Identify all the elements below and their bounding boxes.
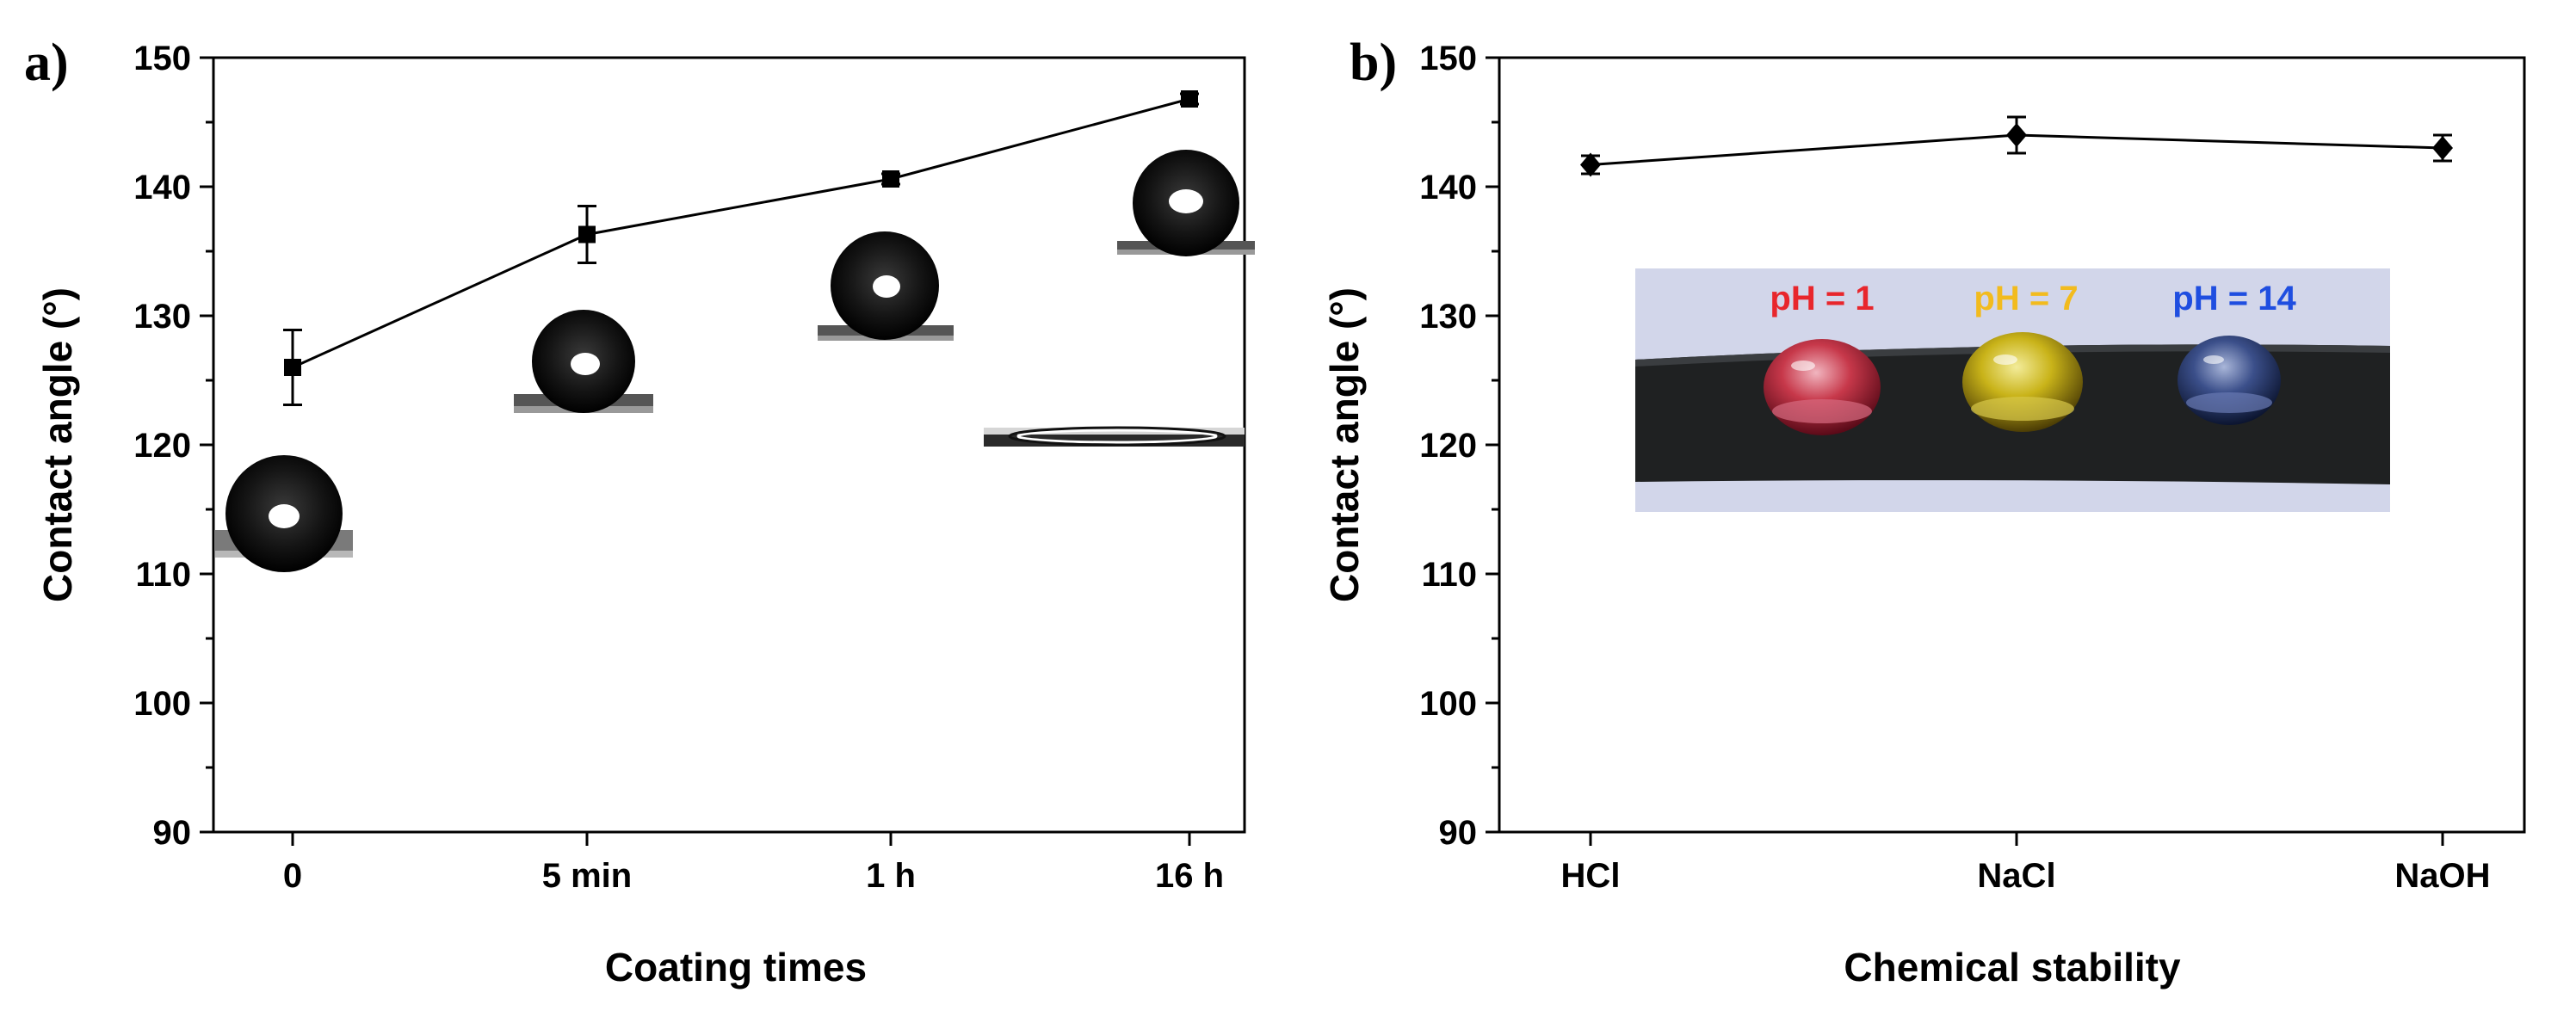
panel-b-y-tick-label: 130 <box>1419 298 1477 336</box>
panel-b-x-axis-title: Chemical stability <box>1844 945 2181 989</box>
panel-a-x-tick-label: 5 min <box>542 857 632 895</box>
panel-a-y-tick-label: 90 <box>153 814 192 852</box>
panel-a-y-tick-label: 100 <box>133 685 191 723</box>
panel-a-x-tick-label: 0 <box>283 857 302 895</box>
panel-b-y-tick-label: 110 <box>1421 556 1477 594</box>
panel-b-data-point <box>2432 136 2453 160</box>
panel-a-y-axis-title: Contact angle (°) <box>35 287 80 602</box>
panel-a-y-tick-label: 120 <box>133 427 191 465</box>
panel-a-data-point <box>1181 90 1198 108</box>
panel-a-x-ticks: 0 5 min 1 h 16 h <box>283 832 1224 895</box>
panel-b-x-tick-label: HCl <box>1561 857 1621 895</box>
panel-a-data-point <box>284 359 301 376</box>
panel-a-data-point <box>578 225 596 244</box>
droplet-inset-16h <box>1117 150 1255 256</box>
ph14-droplet <box>2178 336 2281 425</box>
panel-b-y-tick-label: 120 <box>1419 427 1477 465</box>
panel-a-x-tick-label: 16 h <box>1155 857 1224 895</box>
panel-b-x-tick-label: NaOH <box>2394 857 2490 895</box>
panel-b-x-tick-label: NaCl <box>1977 857 2055 895</box>
panel-b-series <box>1580 115 2453 177</box>
panel-a-y-tick-label: 130 <box>133 298 191 336</box>
panel-b-x-ticks: HCl NaCl NaOH <box>1561 832 2491 895</box>
panel-b-y-axis-title: Contact angle (°) <box>1322 287 1367 602</box>
panel-a-data-point <box>882 170 899 188</box>
panel-b-y-tick-label: 100 <box>1419 685 1477 723</box>
ph7-droplet <box>1962 332 2083 432</box>
panel-b-y-ticks: 90 100 110 120 130 140 150 <box>1419 40 1499 852</box>
panel-a-x-axis-title: Coating times <box>605 945 867 989</box>
panel-a-y-tick-label: 140 <box>133 169 191 207</box>
ph7-label: pH = 7 <box>1974 280 2078 317</box>
droplet-inset-1h <box>818 231 954 341</box>
panel-a-y-ticks: 90 100 110 120 130 140 150 <box>133 40 213 852</box>
panel-a-series <box>283 90 1199 406</box>
ph1-label: pH = 1 <box>1770 280 1874 317</box>
panel-b-y-tick-label: 90 <box>1439 814 1478 852</box>
ph1-droplet <box>1764 339 1881 435</box>
panel-b-data-point <box>2006 123 2027 147</box>
panel-a-x-tick-label: 1 h <box>866 857 916 895</box>
panel-b-y-tick-label: 150 <box>1419 40 1477 77</box>
droplet-inset-0 <box>215 455 353 572</box>
panel-a: a) 90 100 110 120 130 140 150 0 5 min 1 h 16 h <box>24 34 1255 989</box>
panel-b-y-tick-label: 140 <box>1419 169 1477 207</box>
panel-a-y-tick-label: 150 <box>133 40 191 77</box>
panel-a-y-tick-label: 110 <box>135 556 191 594</box>
droplet-inset-5min <box>514 310 653 413</box>
ph14-label: pH = 14 <box>2172 280 2296 317</box>
panel-b: b) 90 100 110 120 130 140 150 HCl NaCl NaOH <box>1322 34 2526 989</box>
panel-b-label: b) <box>1350 34 1397 92</box>
ph-droplets-photo-inset: pH = 1 pH = 7 pH = 14 <box>1635 268 2390 512</box>
flat-film-inset <box>984 426 1245 447</box>
panel-a-series-line <box>292 97 1190 369</box>
panel-a-label: a) <box>24 34 69 92</box>
panel-b-data-point <box>1580 152 1601 177</box>
